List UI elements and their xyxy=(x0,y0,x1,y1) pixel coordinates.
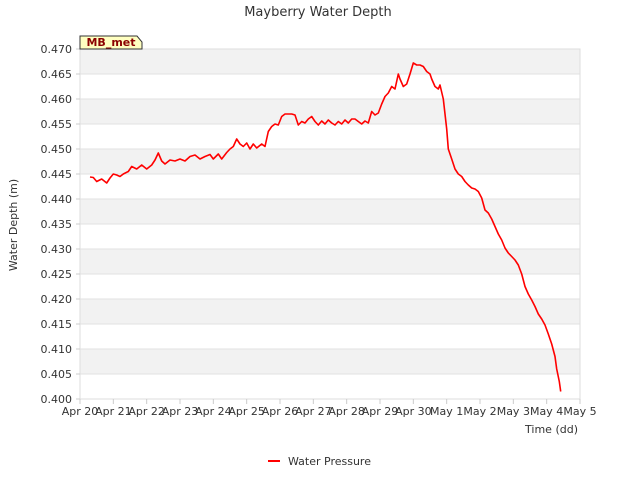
x-tick-label: May 3 xyxy=(497,405,530,418)
plot-band xyxy=(80,99,580,124)
plot-band xyxy=(80,199,580,224)
x-tick-label: May 1 xyxy=(430,405,463,418)
series-group xyxy=(89,62,562,392)
x-tick-label: Apr 30 xyxy=(395,405,432,418)
plot-band xyxy=(80,249,580,274)
y-tick-label: 0.420 xyxy=(41,293,73,306)
x-tick-label: Apr 21 xyxy=(95,405,132,418)
y-tick-label: 0.405 xyxy=(41,368,73,381)
station-badge-label: MB_met xyxy=(86,36,135,49)
plot-band xyxy=(80,174,580,199)
plot-band xyxy=(80,349,580,374)
plot-band xyxy=(80,324,580,349)
plot-band xyxy=(80,49,580,74)
y-tick-label: 0.440 xyxy=(41,193,73,206)
x-tick-label: Apr 26 xyxy=(262,405,299,418)
y-tick-label: 0.400 xyxy=(41,393,73,406)
plot-band xyxy=(80,149,580,174)
x-tick-label: May 4 xyxy=(530,405,563,418)
x-tick-label: May 5 xyxy=(563,405,596,418)
y-tick-label: 0.445 xyxy=(41,168,73,181)
series-line xyxy=(89,62,562,392)
x-tick-label: Apr 25 xyxy=(228,405,265,418)
y-tick-label: 0.435 xyxy=(41,218,73,231)
plot-band xyxy=(80,274,580,299)
y-tick-label: 0.410 xyxy=(41,343,73,356)
plot-band xyxy=(80,74,580,99)
y-tick-label: 0.470 xyxy=(41,43,73,56)
y-tick-label: 0.455 xyxy=(41,118,73,131)
x-axis-label: Time (dd) xyxy=(524,423,578,436)
x-tick-label: Apr 29 xyxy=(362,405,399,418)
plot-band xyxy=(80,224,580,249)
y-tick-label: 0.465 xyxy=(41,68,73,81)
x-tick-label: Apr 24 xyxy=(195,405,232,418)
x-tick-label: Apr 20 xyxy=(62,405,99,418)
y-axis: 0.400 0.405 0.410 0.415 0.420 0.425 0.430 0.435… xyxy=(41,43,80,406)
x-tick-label: May 2 xyxy=(463,405,496,418)
chart-title: Mayberry Water Depth xyxy=(244,5,392,20)
plot-band xyxy=(80,374,580,399)
x-tick-label: Apr 27 xyxy=(295,405,332,418)
y-tick-label: 0.425 xyxy=(41,268,73,281)
plot-bands xyxy=(80,49,580,399)
y-tick-label: 0.460 xyxy=(41,93,73,106)
y-axis-label: Water Depth (m) xyxy=(7,179,20,271)
y-tick-label: 0.415 xyxy=(41,318,73,331)
x-tick-label: Apr 22 xyxy=(128,405,165,418)
x-tick-label: Apr 28 xyxy=(328,405,365,418)
y-tick-label: 0.430 xyxy=(41,243,73,256)
plot-band xyxy=(80,299,580,324)
legend: Water Pressure xyxy=(268,455,371,468)
legend-label: Water Pressure xyxy=(288,455,371,468)
y-tick-label: 0.450 xyxy=(41,143,73,156)
plot-band xyxy=(80,124,580,149)
station-badge: MB_met xyxy=(79,35,143,50)
x-tick-label: Apr 23 xyxy=(162,405,199,418)
